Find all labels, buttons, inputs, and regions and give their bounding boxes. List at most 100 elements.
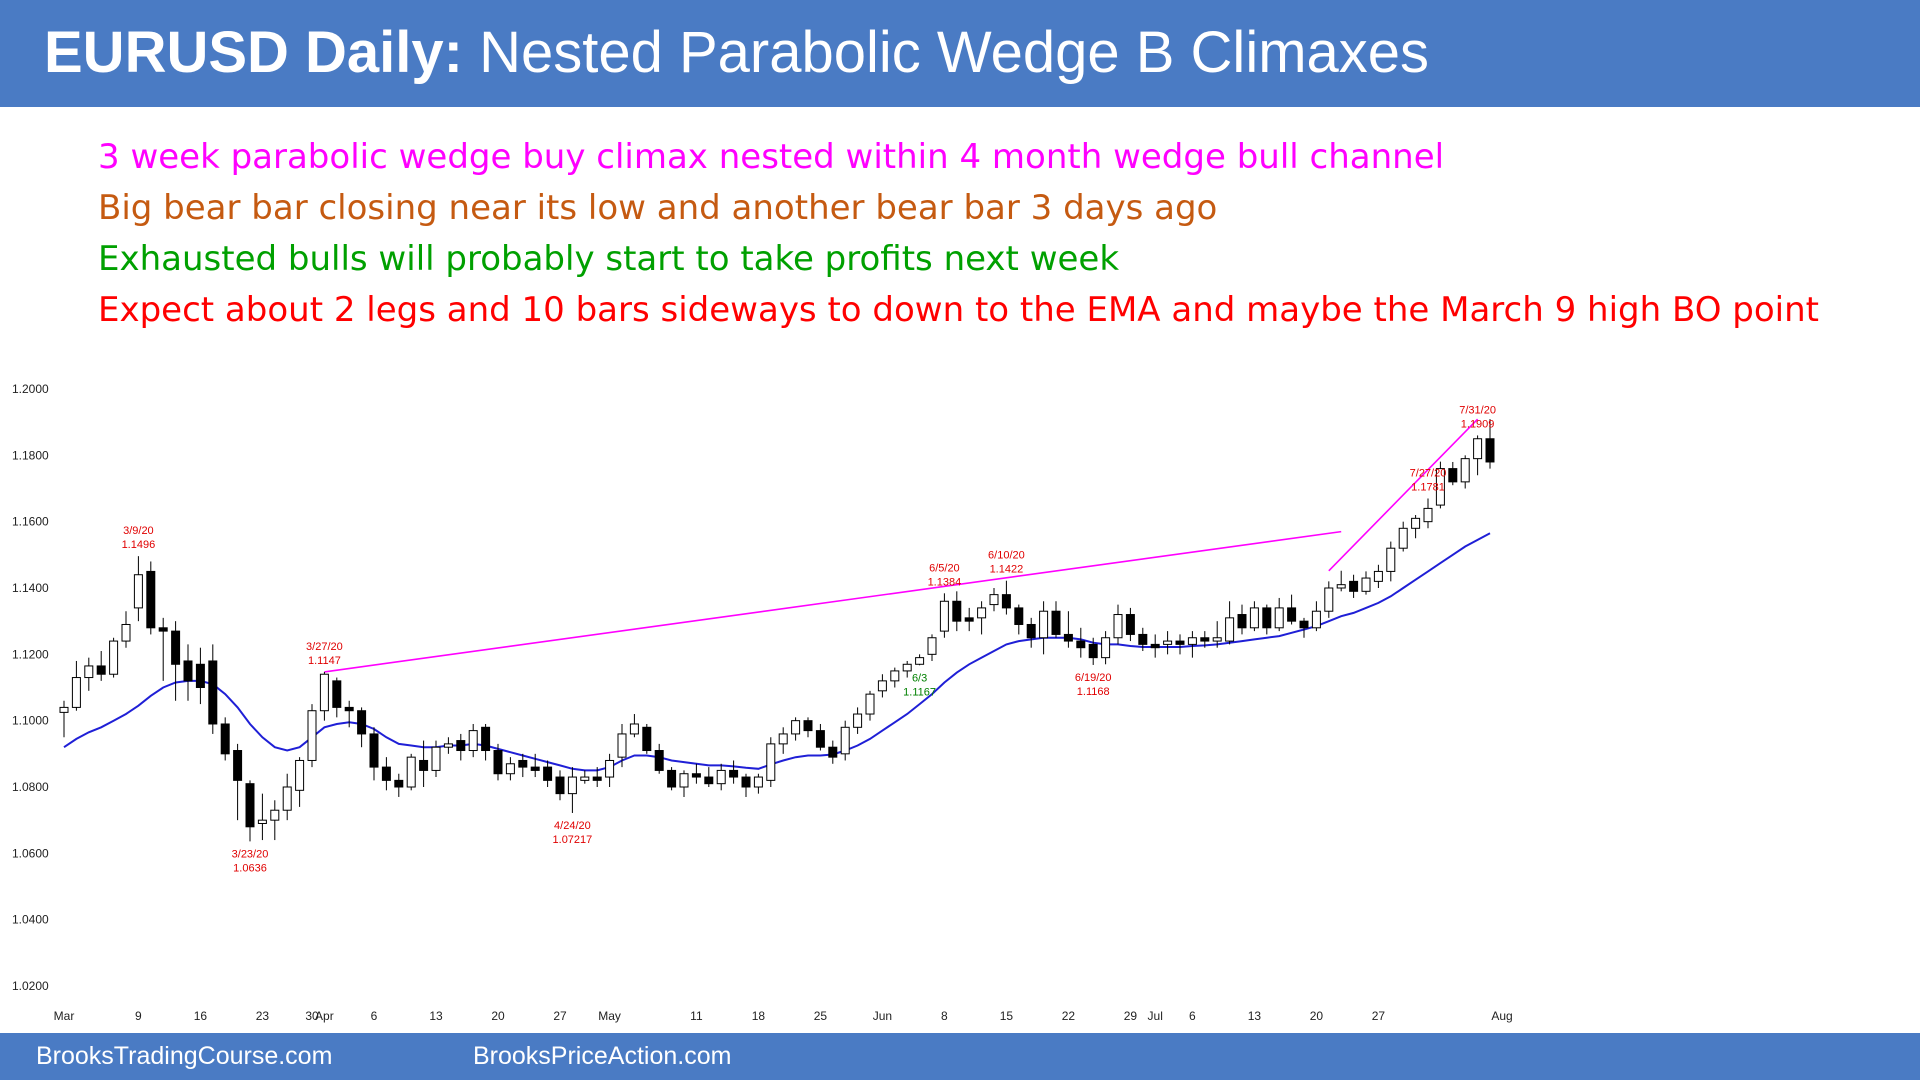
trendline-layer [324, 418, 1479, 673]
annotation-date: 6/5/20 [929, 562, 960, 574]
annotation-date: 3/27/20 [306, 641, 343, 653]
x-tick-label: 9 [135, 1009, 142, 1023]
bear-candle [419, 759, 429, 771]
annotation-date: 4/24/20 [554, 820, 591, 832]
bear-candle [1150, 643, 1160, 649]
bull-candle [1361, 577, 1371, 592]
title-bold: EURUSD Daily: [44, 20, 463, 85]
bear-candle [1051, 610, 1061, 635]
footer-left-link[interactable]: BrooksTradingCourse.com [36, 1042, 333, 1070]
bull-candle [1435, 468, 1445, 506]
bull-candle [1324, 587, 1334, 612]
bull-candle [605, 759, 615, 778]
bear-candle [481, 726, 491, 752]
bear-candle [245, 783, 255, 828]
x-tick-label: 6 [371, 1009, 378, 1023]
bull-candle [939, 600, 949, 632]
bear-candle [1349, 580, 1359, 592]
bear-candle [357, 710, 367, 735]
x-tick-label: 27 [1372, 1009, 1386, 1023]
x-tick-label: 30 [305, 1009, 319, 1023]
bull-candle [1274, 607, 1284, 629]
bear-candle [158, 627, 168, 632]
x-tick-label: 23 [256, 1009, 270, 1023]
bear-candle [704, 776, 714, 785]
annotation-price: 1.1167 [903, 686, 936, 698]
bull-candle [443, 743, 453, 748]
bear-candle [456, 740, 466, 752]
bear-candle [1237, 614, 1247, 629]
bear-candle [1014, 607, 1024, 625]
bear-candle [1076, 640, 1086, 649]
bear-candle [493, 750, 503, 775]
bull-candle [567, 776, 577, 795]
bull-candle [295, 759, 305, 791]
annotation-layer: 3/9/20 1.1496 3/23/20 1.0636 3/27/20 1.1147 4/… [122, 404, 1496, 874]
y-tick-label: 1.0200 [12, 979, 49, 993]
x-tick-label: 15 [1000, 1009, 1014, 1023]
page-title: EURUSD Daily: Nested Parabolic Wedge B C… [44, 18, 1429, 88]
title-rest: Nested Parabolic Wedge B Climaxes [479, 20, 1430, 85]
annotation-date: 7/31/20 [1459, 404, 1496, 416]
x-tick-label: Aug [1491, 1009, 1512, 1023]
bull-candle [927, 637, 937, 655]
bull-candle [1386, 547, 1396, 572]
footer-right-link[interactable]: BrooksPriceAction.com [473, 1042, 732, 1070]
bull-candle [1398, 527, 1408, 549]
x-tick-label: 20 [1310, 1009, 1324, 1023]
y-tick-label: 1.1200 [12, 647, 49, 661]
note-line-2: Big bear bar closing near its low and an… [98, 188, 1218, 228]
bull-candle [133, 574, 143, 609]
bear-candle [964, 617, 974, 622]
bull-candle [59, 706, 69, 713]
annotation-price: 1.1909 [1461, 418, 1495, 430]
bear-candle [543, 766, 553, 781]
x-tick-label: 6 [1189, 1009, 1196, 1023]
bear-candle [1299, 620, 1309, 629]
bear-candle [828, 746, 838, 758]
y-tick-label: 1.0800 [12, 780, 49, 794]
bear-candle [667, 769, 677, 788]
annotation-price: 1.1781 [1411, 481, 1445, 493]
bear-candle [1026, 623, 1036, 639]
bull-candle [716, 769, 726, 785]
bull-candle [1249, 607, 1259, 629]
x-tick-label: 25 [814, 1009, 828, 1023]
bear-candle [171, 630, 181, 665]
bull-candle [890, 670, 900, 682]
bull-candle [766, 743, 776, 781]
bull-candle [580, 776, 590, 781]
bear-candle [1287, 607, 1297, 622]
y-tick-label: 1.1400 [12, 581, 49, 595]
bull-candle [629, 723, 639, 735]
bull-candle [1113, 614, 1123, 639]
annotation-price: 1.0636 [233, 862, 267, 874]
y-tick-label: 1.1000 [12, 714, 49, 728]
bull-candle [915, 657, 925, 665]
bull-candle [853, 713, 863, 728]
x-tick-label: 22 [1062, 1009, 1076, 1023]
bear-candle [691, 773, 701, 778]
title-bar [0, 0, 1920, 107]
bear-candle [555, 776, 565, 795]
bull-candle [406, 756, 416, 788]
bear-candle [729, 769, 739, 778]
bull-candle [840, 726, 850, 755]
ema-line [63, 532, 1491, 772]
bull-candle [431, 746, 441, 771]
y-tick-label: 1.0600 [12, 846, 49, 860]
bear-candle [233, 750, 243, 781]
bull-candle [270, 809, 280, 821]
bull-candle [1373, 570, 1383, 582]
trendline [324, 530, 1342, 673]
annotation-price: 1.1147 [308, 655, 341, 667]
trendline [1328, 418, 1479, 572]
bull-candle [1473, 438, 1483, 460]
note-line-1: 3 week parabolic wedge buy climax nested… [98, 137, 1445, 177]
annotation-price: 1.1496 [122, 539, 156, 551]
bull-candle [1460, 458, 1470, 483]
bull-candle [307, 710, 317, 761]
annotation-date: 6/19/20 [1075, 672, 1112, 684]
bull-candle [1423, 507, 1433, 523]
